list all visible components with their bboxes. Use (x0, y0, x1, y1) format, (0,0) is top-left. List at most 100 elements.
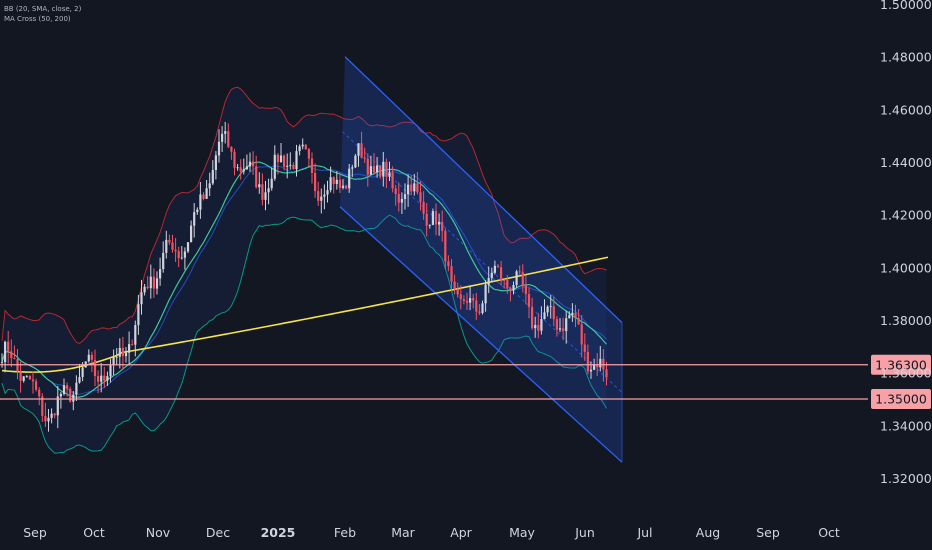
candle (555, 316, 558, 337)
bb-lower-line (1, 214, 607, 454)
candle (106, 371, 109, 386)
x-tick-label: Dec (206, 525, 230, 540)
candle (214, 151, 217, 180)
candle (289, 152, 292, 170)
candle (407, 174, 410, 207)
candle (515, 269, 518, 288)
candle (310, 152, 314, 184)
candle (69, 386, 72, 403)
candle (90, 351, 93, 373)
y-tick-label: 1.38000 (880, 313, 932, 328)
candle (38, 387, 41, 406)
y-tick-label: 1.46000 (880, 102, 932, 117)
candle (428, 224, 431, 229)
candle (357, 143, 360, 167)
candle (152, 268, 155, 298)
candle (500, 260, 503, 286)
candle (335, 171, 338, 190)
candle (121, 336, 124, 370)
candle (124, 346, 128, 363)
channel-lower-line[interactable] (339, 206, 623, 463)
candle (22, 375, 25, 383)
candle (93, 349, 97, 387)
candle (487, 266, 490, 294)
candle (224, 121, 227, 144)
candle (360, 131, 363, 159)
candle (320, 188, 323, 214)
candle (527, 287, 531, 319)
candle (326, 180, 329, 203)
candle (599, 345, 602, 372)
candle (540, 306, 543, 335)
candle (456, 282, 459, 298)
candle (4, 340, 7, 373)
candle (450, 258, 453, 292)
candle (348, 163, 351, 193)
candle (264, 180, 267, 211)
candle (149, 264, 152, 299)
candle (236, 164, 239, 171)
candle (72, 391, 75, 411)
x-tick-label: Sep (23, 525, 47, 540)
candle (379, 165, 382, 179)
candle (605, 361, 608, 386)
candle (329, 166, 332, 193)
x-tick-label: Oct (83, 525, 105, 540)
candle (503, 278, 506, 289)
candle (323, 184, 326, 210)
candle (363, 147, 366, 163)
candle (143, 283, 146, 296)
candle (109, 358, 112, 383)
x-tick-label: Jul (636, 525, 652, 540)
horizontal-levels[interactable]: 1.36300 1.35000 (0, 354, 931, 409)
x-tick-label: Nov (146, 525, 171, 540)
candle (78, 363, 81, 384)
candle (490, 267, 493, 283)
x-tick-label: Mar (391, 525, 415, 540)
candle (469, 285, 472, 311)
candle (496, 263, 500, 268)
candle (255, 155, 258, 189)
bb-fill (2, 87, 607, 454)
candle (196, 207, 199, 215)
candle (425, 203, 428, 237)
candle (186, 242, 190, 254)
candle (403, 183, 407, 210)
candle (276, 153, 279, 175)
candle (372, 153, 376, 175)
candle (28, 374, 31, 380)
candle (245, 154, 248, 170)
candle (44, 402, 47, 427)
level-tag-0[interactable]: 1.36300 (871, 354, 931, 375)
candle (227, 123, 230, 149)
candle (199, 181, 202, 219)
candle (385, 158, 388, 189)
candle (50, 408, 53, 424)
price-axis[interactable]: 1.50000 1.48000 1.46000 1.44000 1.42000 1.400… (880, 0, 932, 486)
candle (19, 361, 22, 393)
y-tick-label: 1.34000 (880, 418, 932, 433)
candle (53, 412, 56, 419)
candle (369, 155, 372, 175)
candle (462, 295, 465, 305)
x-tick-label: Oct (818, 525, 840, 540)
time-axis[interactable]: Sep Oct Nov Dec 2025 Feb Mar Apr May Jun Jul Aug Sep… (23, 525, 840, 540)
level-tag-1[interactable]: 1.35000 (871, 389, 931, 409)
y-tick-label: 1.40000 (880, 260, 932, 275)
channel-upper-line[interactable] (344, 56, 623, 324)
candle (115, 348, 118, 366)
candle (128, 331, 131, 366)
candle (345, 184, 348, 190)
candle (59, 391, 62, 409)
candle (577, 308, 580, 325)
candle (506, 274, 509, 294)
candle (35, 378, 38, 392)
indicator-legend: BB (20, SMA, close, 2) MA Cross (50, 200… (4, 4, 81, 24)
candle (552, 296, 555, 327)
candle (465, 292, 469, 310)
x-tick-label: Aug (696, 525, 720, 540)
candle (512, 281, 515, 295)
candle (267, 178, 270, 205)
descending-channel[interactable] (339, 56, 623, 463)
